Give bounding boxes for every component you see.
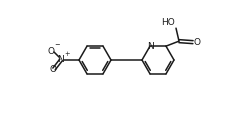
- Text: O: O: [194, 38, 201, 47]
- Text: +: +: [65, 51, 70, 57]
- Text: O: O: [47, 46, 55, 56]
- Text: −: −: [55, 42, 60, 48]
- Text: HO: HO: [161, 18, 175, 27]
- Text: N: N: [147, 42, 153, 51]
- Text: O: O: [49, 65, 57, 75]
- Text: N: N: [58, 56, 64, 64]
